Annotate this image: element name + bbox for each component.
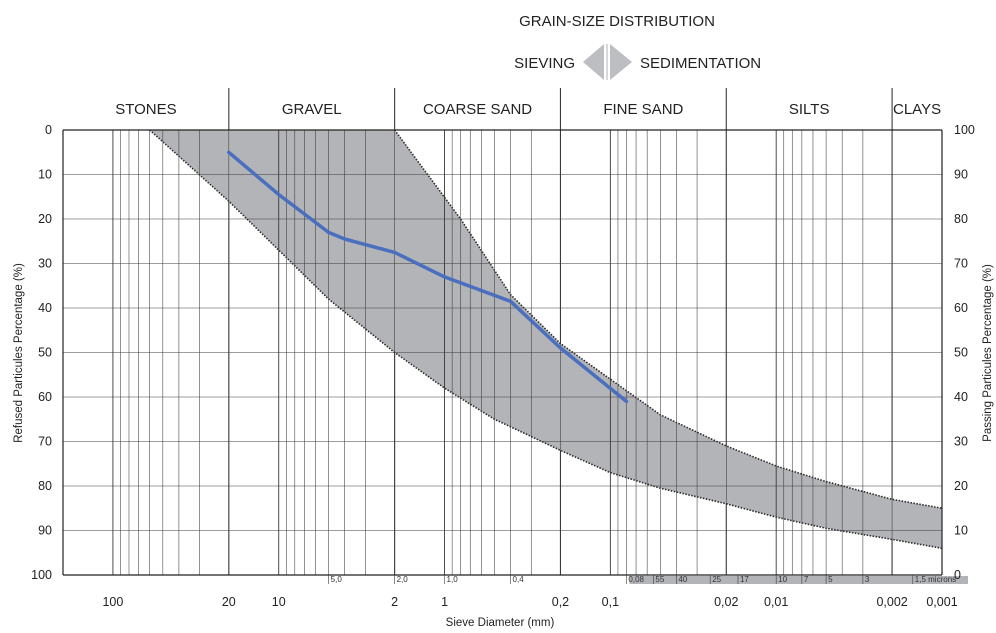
y-axis-left-label: Refused Particules Percentage (%) [13, 263, 25, 443]
y-left-tick-label: 0 [45, 123, 52, 137]
chart-title: GRAIN-SIZE DISTRIBUTION [519, 13, 715, 30]
zone-label: CLAYS [893, 101, 941, 118]
y-left-tick-label: 20 [38, 212, 52, 226]
x-tick-label: 1 [441, 595, 448, 609]
sediment-band [629, 576, 968, 584]
x-tick-label: 0,01 [764, 595, 788, 609]
y-right-tick-label: 40 [954, 390, 968, 404]
x-tick-label: 0,02 [714, 595, 738, 609]
y-right-tick-label: 20 [954, 479, 968, 493]
y-right-tick-label: 60 [954, 301, 968, 315]
sediment-label: 10 [778, 575, 787, 584]
y-left-tick-label: 40 [38, 301, 52, 315]
sieve-label: 0,4 [513, 575, 525, 584]
sediment-label: 25 [712, 575, 721, 584]
sieving-label: SIEVING [514, 55, 575, 72]
sediment-label: 7 [804, 575, 809, 584]
y-left-tick-label: 100 [31, 568, 52, 582]
x-tick-label: 0,001 [926, 595, 957, 609]
zone-label: STONES [115, 101, 176, 118]
x-tick-label: 0,002 [876, 595, 907, 609]
x-tick-label: 0,1 [602, 595, 619, 609]
x-tick-label: 0,2 [552, 595, 569, 609]
sediment-label: 40 [678, 575, 687, 584]
x-tick-label: 10 [272, 595, 286, 609]
zone-label: GRAVEL [282, 101, 342, 118]
y-left-tick-label: 60 [38, 390, 52, 404]
y-left-tick-label: 50 [38, 346, 52, 360]
series-lines [227, 150, 629, 404]
sedimentation-label: SEDIMENTATION [640, 55, 761, 72]
y-left-tick-label: 30 [38, 257, 52, 271]
sediment-label: 55 [655, 575, 664, 584]
x-tick-label: 20 [222, 595, 236, 609]
sediment-label: 1,5 microns [915, 575, 956, 584]
y-right-tick-label: 0 [954, 568, 961, 582]
y-left-tick-label: 90 [38, 524, 52, 538]
zone-label: FINE SAND [603, 101, 683, 118]
sieve-label: 0,08 [628, 575, 644, 584]
sediment-label: 17 [740, 575, 749, 584]
y-right-tick-label: 30 [954, 435, 968, 449]
sediment-label: 3 [865, 575, 870, 584]
y-right-tick-label: 80 [954, 212, 968, 226]
y-left-tick-label: 70 [38, 435, 52, 449]
y-axis-right-label: Passing Particules Percentage (%) [982, 264, 994, 442]
y-right-tick-label: 100 [954, 123, 975, 137]
y-right-tick-label: 10 [954, 524, 968, 538]
x-axis-label: Sieve Diameter (mm) [446, 617, 555, 629]
x-tick-label: 100 [102, 595, 123, 609]
x-tick-label: 2 [391, 595, 398, 609]
axes [62, 129, 943, 576]
sedimentation-arrow-icon [610, 44, 632, 80]
envelope-fill [149, 130, 942, 549]
sediment-band-strip [629, 576, 968, 584]
y-left-tick-label: 10 [38, 168, 52, 182]
y-left-tick-label: 80 [38, 479, 52, 493]
tick-labels: 0102030405060708090100100908070605040302… [31, 123, 975, 609]
sieving-arrow-icon [583, 44, 604, 80]
sediment-label: 5 [828, 575, 833, 584]
sieve-label: 2,0 [397, 575, 409, 584]
sieve-label: 1,0 [447, 575, 459, 584]
method-indicator: SIEVING SEDIMENTATION [514, 44, 761, 80]
y-right-tick-label: 70 [954, 257, 968, 271]
y-right-tick-label: 50 [954, 346, 968, 360]
y-right-tick-label: 90 [954, 168, 968, 182]
sieve-label: 5,0 [331, 575, 343, 584]
zone-label: SILTS [789, 101, 830, 118]
envelope-area [149, 129, 943, 550]
zone-label: COARSE SAND [423, 101, 532, 118]
